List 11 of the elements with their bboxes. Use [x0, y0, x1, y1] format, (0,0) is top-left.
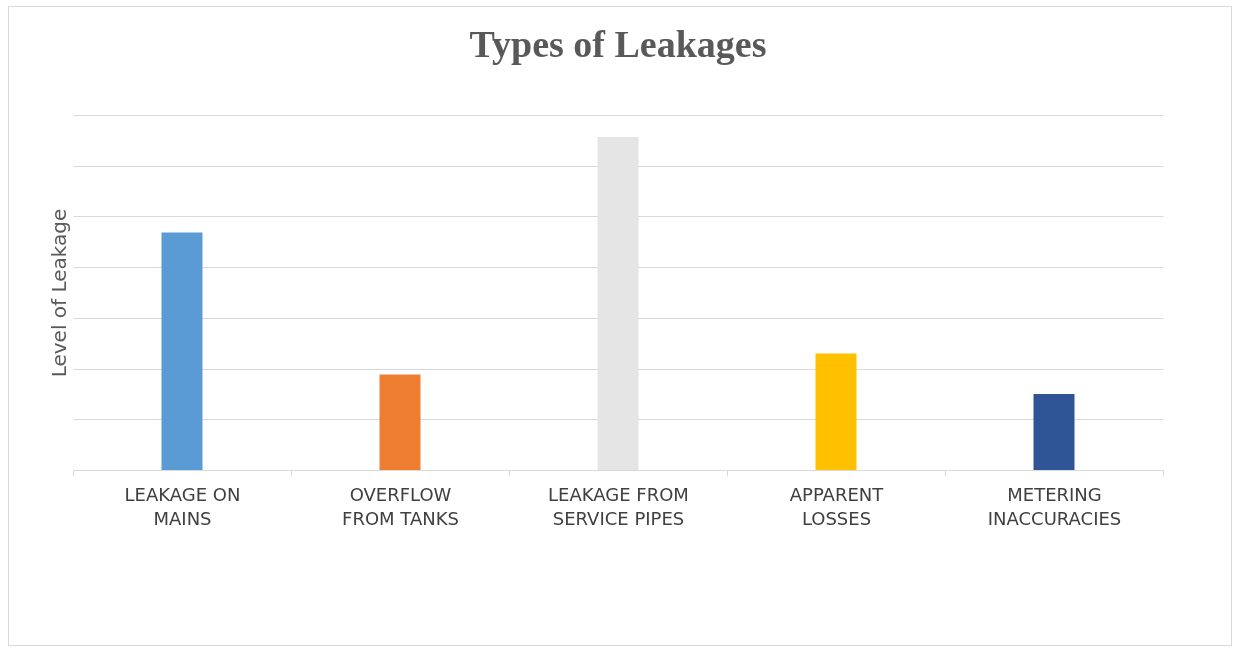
bar — [1033, 394, 1075, 470]
x-tick-label: METERING INACCURACIES — [987, 483, 1122, 529]
x-tick-label: LEAKAGE FROM SERVICE PIPES — [548, 483, 689, 529]
x-tick-label: LEAKAGE ON MAINS — [124, 483, 241, 529]
y-axis-title: Level of Leakage — [46, 208, 71, 378]
bar — [815, 353, 857, 470]
x-tick-label: APPARENT LOSSES — [789, 483, 885, 529]
bar — [379, 374, 421, 470]
bar — [161, 232, 203, 470]
x-tick-label: OVERFLOW FROM TANKS — [342, 483, 459, 529]
chart-title: Types of Leakages — [469, 23, 767, 65]
